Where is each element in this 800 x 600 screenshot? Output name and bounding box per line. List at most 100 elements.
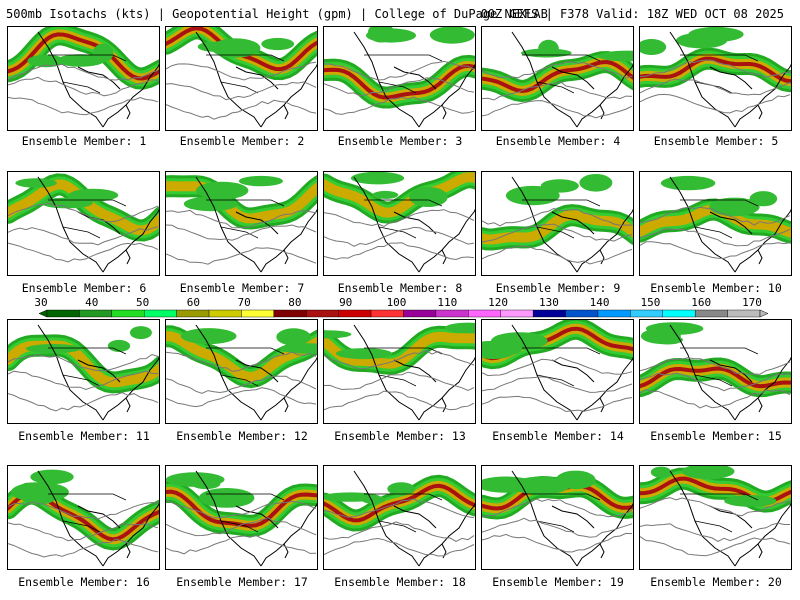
colorbar-tick-label: 60 [187,296,200,309]
political-border [522,54,601,94]
ensemble-map [166,470,317,567]
political-border [48,54,127,94]
colorbar-swatch [630,309,663,318]
height-contour [640,536,791,557]
height-contour [640,228,791,247]
colorbar-tick-label: 150 [640,296,660,309]
ensemble-map-panel [639,26,792,131]
ensemble-member-caption: Ensemble Member: 5 [653,134,779,148]
ensemble-member-caption: Ensemble Member: 20 [650,575,782,589]
isotach-area [709,197,760,217]
ensemble-map [482,174,633,273]
ensemble-map [640,175,791,273]
coastline [353,31,475,128]
isotach-area [56,54,105,67]
ensemble-member-caption: Ensemble Member: 19 [492,575,624,589]
isotach-area [15,178,57,188]
height-contour [166,375,317,394]
political-border [680,347,759,387]
political-border [48,199,127,239]
height-contour [8,63,159,81]
height-contour [8,522,159,542]
isotach-area [366,28,416,43]
height-contour [166,99,317,120]
isotach-area [276,328,311,346]
ensemble-map [166,175,317,273]
ensemble-map [482,320,633,421]
height-contour [8,392,159,412]
colorbar-max-arrow [759,309,769,318]
isotach-colorbar: 30 40 50 60 70 80 90 100 110 120 130 140 150 160 170 [34,296,769,318]
jet-stream-band [482,59,633,94]
ensemble-map [482,31,633,128]
political-border [364,493,443,533]
height-contour [324,60,475,81]
political-border [206,54,285,94]
ensemble-map-panel [165,171,318,276]
height-contour [640,93,791,114]
header: 500mb Isotachs (kts) | Geopotential Heig… [6,6,796,22]
height-contour [324,349,475,370]
height-contour [166,517,317,537]
ensemble-map [324,322,475,421]
ensemble-map [640,322,791,421]
height-contour [166,387,317,408]
height-contour [482,517,633,538]
colorbar-tick-label: 100 [387,296,407,309]
ensemble-map-panel [481,319,634,424]
political-border [680,493,759,533]
ensemble-map [8,469,159,567]
ensemble-map [640,27,791,128]
coastline [353,176,475,273]
colorbar-tick-label: 120 [488,296,508,309]
isotach-area [640,39,667,55]
height-contour [8,76,159,97]
height-contour [8,202,159,223]
ensemble-map [8,324,159,421]
ensemble-member-caption: Ensemble Member: 4 [495,134,621,148]
isotach-area [10,482,69,502]
isotach-area [30,469,74,485]
colorbar-tick-label: 140 [590,296,610,309]
colorbar-tick-label: 110 [437,296,457,309]
isotach-area [521,48,572,58]
height-contour [166,81,317,101]
ensemble-member-caption: Ensemble Member: 9 [495,281,621,295]
height-contour [640,241,791,259]
jet-stream-band [640,366,791,389]
height-contour [324,77,475,97]
height-contour [640,372,791,392]
colorbar-swatch [370,309,404,318]
ensemble-member-caption: Ensemble Member: 16 [18,575,150,589]
colorbar-tick-label: 170 [742,296,762,309]
height-contour [324,226,475,247]
isotach-area [198,488,255,508]
height-contour [482,245,633,265]
ensemble-map [324,172,475,273]
political-border [206,347,285,387]
colorbar-tick-label: 30 [34,296,47,309]
height-contour [640,206,791,226]
ensemble-member-caption: Ensemble Member: 12 [176,429,308,443]
colorbar-tick-label: 40 [85,296,98,309]
isotach-area [372,190,399,199]
height-contour [482,61,633,79]
coastline [37,324,159,421]
isotach-area [724,495,777,507]
ensemble-map-panel [639,319,792,424]
ensemble-map [324,27,475,128]
height-contour [640,388,791,409]
political-border [522,347,601,387]
coastline [353,324,475,421]
ensemble-map-panel [481,26,634,131]
ensemble-member-caption: Ensemble Member: 17 [176,575,308,589]
isotach-area [211,38,261,58]
ensemble-map-panel [165,26,318,131]
colorbar-swatch [79,309,113,318]
colorbar-swatch [338,309,372,318]
coastline [353,470,475,567]
height-contour [482,395,633,413]
ensemble-map-panel [639,171,792,276]
height-contour [640,59,790,78]
ensemble-map-panel [323,465,476,570]
